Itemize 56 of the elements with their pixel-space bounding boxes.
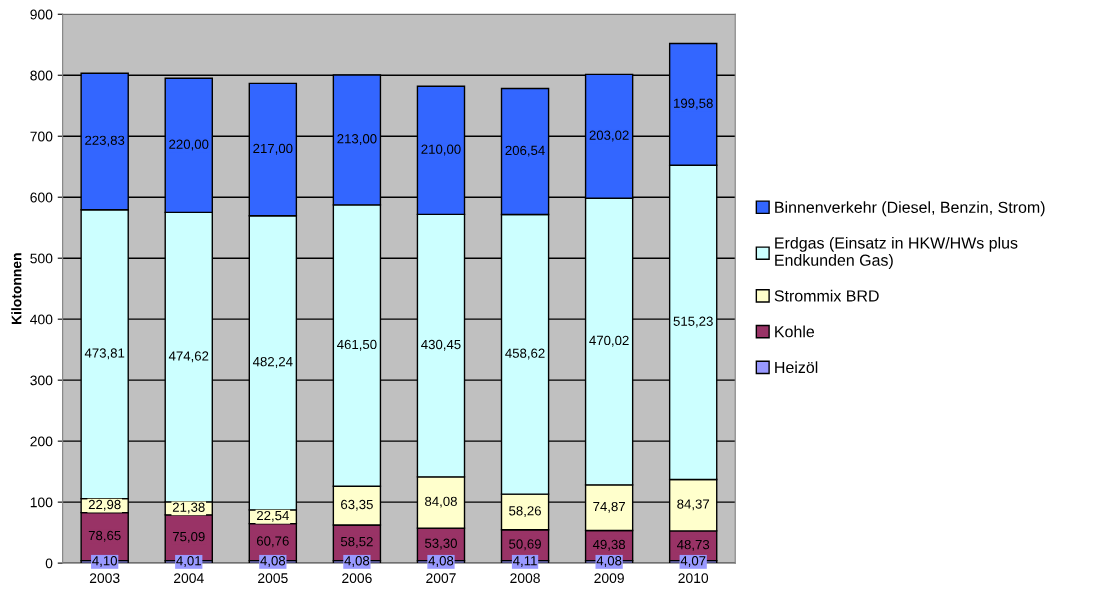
y-tick-label: 0 (45, 558, 53, 569)
data-label: 199,58 (674, 98, 713, 110)
y-tick-label: 900 (30, 9, 53, 20)
data-label: 63,35 (341, 499, 373, 511)
data-label: 78,65 (88, 530, 121, 542)
data-label: 220,00 (169, 139, 209, 151)
y-tick-label: 400 (30, 314, 53, 325)
data-label: 473,81 (84, 348, 125, 360)
data-label: 223,83 (85, 135, 125, 147)
y-tick-label: 600 (30, 192, 53, 203)
data-label: 22,98 (88, 499, 121, 511)
data-label: 50,69 (509, 539, 541, 551)
data-label: 22,54 (256, 510, 289, 522)
legend-label: Heizöl (775, 361, 818, 374)
data-label: 458,62 (505, 348, 545, 360)
y-tick-label: 200 (30, 436, 53, 447)
y-tick-label: 800 (30, 70, 53, 81)
data-label: 21,38 (172, 502, 205, 514)
data-label: 461,50 (337, 339, 377, 351)
data-label: 58,52 (340, 536, 373, 548)
data-label: 515,23 (673, 316, 713, 328)
data-label: 430,45 (421, 339, 461, 351)
x-tick-label: 2007 (426, 573, 456, 584)
y-tick-label: 500 (30, 253, 53, 264)
y-axis-title: Kilotonnen (11, 253, 22, 325)
data-label: 58,26 (509, 506, 541, 518)
data-label: 60,76 (256, 536, 289, 548)
data-label: 213,00 (337, 134, 377, 146)
data-label: 470,02 (589, 335, 629, 347)
data-label: 48,73 (676, 539, 710, 551)
data-label: 53,30 (424, 538, 457, 550)
data-label: 84,08 (425, 496, 457, 508)
y-tick-label: 300 (30, 375, 53, 386)
data-label: 75,09 (172, 531, 205, 543)
data-label: 206,54 (505, 145, 545, 157)
y-tick-label: 100 (30, 497, 53, 508)
x-tick-label: 2005 (258, 573, 288, 584)
data-label: 49,38 (592, 539, 626, 551)
legend-label: Strommix BRD (774, 289, 879, 302)
data-label: 210,00 (421, 144, 461, 156)
data-label: 203,02 (589, 130, 629, 142)
x-tick-label: 2006 (342, 573, 372, 584)
data-label: 474,62 (168, 351, 209, 363)
x-tick-label: 2010 (678, 573, 709, 584)
x-tick-label: 2009 (594, 573, 624, 584)
legend-label: Erdgas (Einsatz in HKW/HWs plus Endkunden Gas) (775, 236, 1018, 269)
legend-label: Kohle (775, 325, 815, 338)
y-tick-label: 700 (30, 131, 53, 142)
legend-label: Binnenverkehr (Diesel, Benzin, Strom) (775, 201, 1045, 217)
data-label: 217,00 (253, 143, 293, 155)
data-label: 84,37 (677, 499, 710, 511)
data-label: 482,24 (252, 356, 293, 368)
data-label: 74,87 (593, 501, 625, 513)
x-tick-label: 2008 (510, 573, 540, 584)
x-tick-label: 2003 (89, 573, 120, 584)
x-tick-label: 2004 (174, 573, 204, 584)
